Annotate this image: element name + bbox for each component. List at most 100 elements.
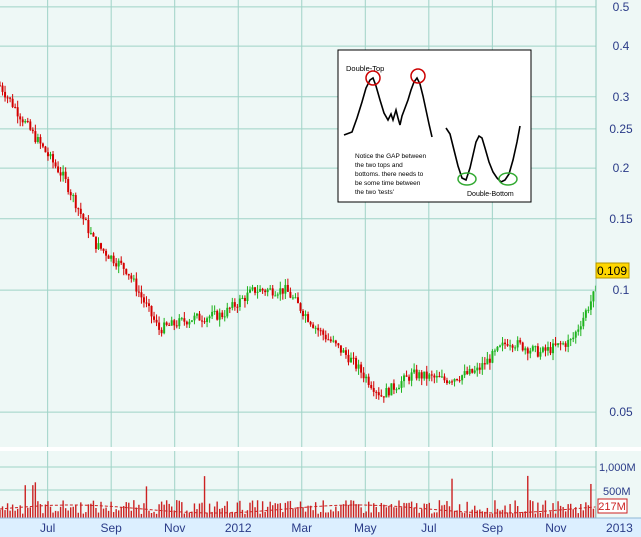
candle — [163, 317, 166, 335]
candle-body — [211, 311, 214, 317]
candle — [185, 320, 188, 328]
volume-bar — [188, 512, 191, 518]
volume-tick-500m: 500M — [603, 486, 631, 498]
volume-bar — [385, 507, 388, 518]
candle — [420, 370, 423, 386]
volume-bar — [580, 504, 582, 518]
volume-bar — [408, 502, 410, 518]
candle — [110, 255, 113, 262]
candle — [592, 291, 595, 308]
candle — [423, 371, 426, 381]
volume-bar — [496, 508, 499, 518]
candle — [486, 351, 489, 365]
volume-bar — [77, 512, 79, 518]
candle — [403, 373, 406, 388]
volume-bar — [191, 511, 193, 518]
volume-bar — [16, 508, 19, 518]
candle — [208, 314, 211, 323]
candle-body — [370, 384, 373, 388]
candle-body — [105, 250, 108, 256]
volume-bar — [456, 510, 458, 518]
candle — [514, 345, 517, 351]
candle — [24, 119, 27, 124]
volume-bar — [254, 507, 256, 518]
candle — [92, 231, 95, 237]
candle — [72, 193, 75, 203]
candle — [145, 296, 148, 308]
volume-bar — [380, 502, 383, 518]
candle-body — [408, 376, 411, 381]
candle-body — [16, 107, 19, 117]
candle — [481, 356, 484, 375]
candle-body — [236, 306, 239, 308]
candle-body — [135, 278, 138, 292]
annotation-note-line-1: Notice the GAP between — [355, 153, 426, 160]
candle — [587, 306, 590, 314]
candle-body — [319, 330, 322, 332]
candle — [286, 278, 289, 292]
candle — [256, 284, 259, 299]
candle — [350, 352, 353, 363]
volume-bar — [312, 510, 314, 518]
volume-bar — [251, 500, 254, 518]
candle-body — [102, 248, 105, 251]
candle-body — [562, 343, 565, 345]
volume-bar — [564, 511, 567, 518]
volume-bar — [297, 506, 299, 518]
candle-body — [473, 370, 476, 373]
candle — [170, 316, 173, 326]
candle — [448, 380, 451, 385]
candle-body — [44, 146, 47, 153]
volume-bar — [345, 500, 347, 518]
volume-bar — [327, 512, 329, 518]
volume-bar — [575, 507, 577, 518]
candle-body — [168, 324, 171, 326]
candle — [223, 310, 226, 322]
candle — [491, 349, 494, 364]
candle-body — [501, 342, 504, 346]
candle — [493, 348, 496, 356]
candle-body — [524, 348, 527, 351]
candle-body — [471, 368, 474, 373]
candle-body — [347, 354, 350, 363]
candle — [322, 328, 325, 341]
candle — [112, 252, 115, 267]
volume-bar — [572, 509, 574, 518]
candle-body — [203, 321, 206, 323]
volume-bar — [317, 513, 319, 518]
candle-body — [54, 162, 57, 167]
volume-bar — [413, 507, 415, 518]
time-tick-label: Sep — [482, 521, 504, 535]
volume-bar — [95, 507, 97, 518]
candle-body — [69, 192, 72, 196]
candle — [21, 116, 24, 127]
candle — [231, 297, 234, 311]
candle-body — [112, 255, 115, 264]
candle — [158, 316, 161, 336]
volume-bar — [403, 502, 405, 518]
candle — [521, 341, 524, 352]
candle-body — [433, 375, 436, 378]
candle-body — [46, 152, 49, 157]
volume-bar — [357, 504, 360, 518]
volume-bar — [431, 513, 433, 518]
candle — [466, 366, 469, 375]
volume-bar — [360, 507, 362, 518]
candle — [165, 321, 168, 327]
volume-bar — [100, 501, 102, 518]
candle — [281, 288, 284, 300]
candle — [408, 374, 411, 385]
volume-bar — [150, 513, 153, 518]
volume-bar — [110, 501, 112, 518]
candle-body — [390, 383, 393, 396]
volume-bar — [130, 510, 133, 518]
candle — [582, 312, 585, 330]
candle-body — [451, 381, 454, 383]
candle — [415, 364, 418, 381]
candle — [175, 320, 178, 329]
candle — [498, 344, 501, 348]
candle-body — [544, 347, 547, 351]
volume-bar — [509, 503, 511, 518]
volume-bar — [82, 513, 85, 518]
candle-body — [589, 301, 592, 310]
